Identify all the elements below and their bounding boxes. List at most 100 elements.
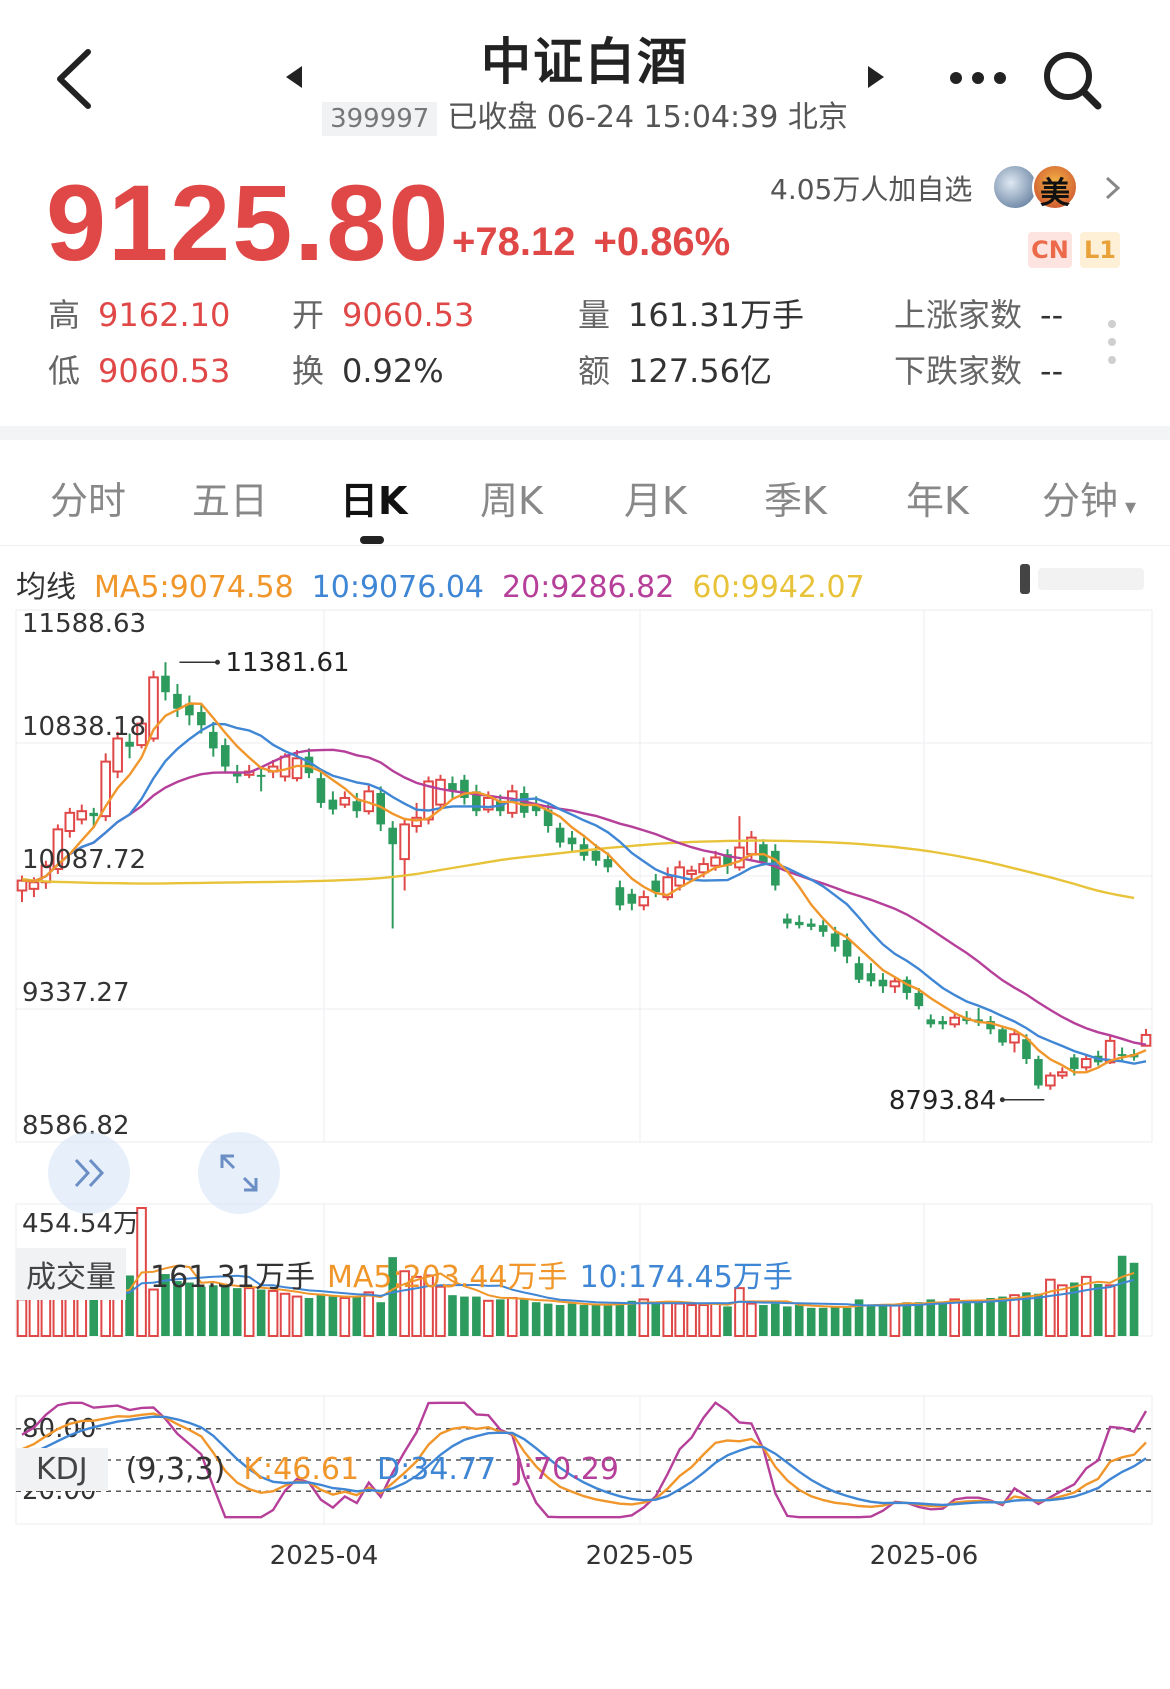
- volume-bar: [818, 1307, 828, 1336]
- candle: [112, 731, 123, 779]
- volume-bar: [267, 1289, 279, 1338]
- volume-bar: [986, 1297, 995, 1336]
- candle: [339, 791, 351, 808]
- candle-body: [136, 722, 147, 747]
- volume-bar: [866, 1305, 876, 1336]
- volume-bar: [399, 1270, 410, 1337]
- volume-bar: [388, 1257, 397, 1336]
- volume-bar: [52, 1292, 64, 1338]
- tab-quarterly-k[interactable]: 季K: [764, 479, 827, 523]
- candle-body: [1104, 1039, 1116, 1064]
- low-annotation: 8793.84: [889, 1086, 997, 1116]
- tab-weekly-k[interactable]: 周K: [480, 479, 543, 523]
- x-axis-label: 2025-04: [270, 1541, 379, 1571]
- tab-monthly-k[interactable]: 月K: [624, 479, 687, 523]
- candle-body: [1069, 1057, 1079, 1069]
- candle-body: [1022, 1039, 1031, 1060]
- chart-settings-icon[interactable]: [1010, 562, 1150, 596]
- candle: [136, 718, 147, 749]
- volume-bar: [674, 1302, 685, 1337]
- candle-body: [591, 850, 601, 861]
- volume-bar: [651, 1303, 661, 1336]
- volume-axis-label: 454.54万: [22, 1209, 139, 1239]
- candle-body: [472, 791, 481, 812]
- kline-chart[interactable]: 11588.6310838.1810087.729337.278586.8211…: [0, 596, 1170, 1689]
- volume-bar: [1034, 1293, 1043, 1336]
- candle-body: [842, 940, 852, 957]
- collapse-sidebar-button[interactable]: [48, 1132, 130, 1214]
- candle-body: [161, 675, 170, 693]
- volume-bar: [842, 1307, 852, 1336]
- volume-bar: [460, 1296, 469, 1336]
- tab-yearly-k[interactable]: 年K: [906, 479, 969, 523]
- candle-body: [291, 757, 303, 780]
- tab-minute[interactable]: 分钟 ▾: [1042, 479, 1137, 523]
- volume-bar: [506, 1296, 518, 1337]
- candle-body: [197, 712, 206, 726]
- back-arrow-icon[interactable]: [48, 44, 108, 114]
- candle-body: [112, 737, 123, 773]
- more-options-icon[interactable]: [948, 70, 1008, 86]
- candle-body: [998, 1029, 1007, 1043]
- volume-bar: [1093, 1283, 1103, 1336]
- volume-bar: [531, 1302, 541, 1336]
- follower-avatar[interactable]: 美: [1032, 164, 1078, 211]
- volume-bar: [914, 1302, 924, 1336]
- volume-tag[interactable]: 成交量: [16, 1248, 126, 1300]
- candle: [185, 695, 194, 726]
- candle-body: [28, 881, 40, 890]
- kdj-d-line: [21, 1415, 1147, 1507]
- candle-body: [279, 755, 291, 778]
- candle-body: [889, 980, 901, 988]
- level-badge-l1: L1: [1080, 232, 1120, 268]
- kdj-k: K:46.61: [243, 1452, 360, 1487]
- double-chevron-right-icon: [74, 1158, 105, 1188]
- candle-body: [914, 992, 924, 1007]
- next-index-icon[interactable]: [868, 66, 884, 88]
- tab-daily-k[interactable]: 日K: [340, 479, 408, 523]
- watchlist-count[interactable]: 4.05万人加自选: [770, 173, 973, 206]
- candle: [125, 733, 134, 759]
- volume-bar: [567, 1303, 577, 1336]
- price-change: +78.12 +0.86%: [452, 220, 748, 265]
- chevron-right-icon[interactable]: [1102, 174, 1124, 202]
- stat-decliners: 下跌家数 --: [894, 352, 1064, 390]
- candle-body: [185, 703, 194, 716]
- volume-today: 161.31万手: [150, 1260, 315, 1295]
- volume-bar: [339, 1296, 351, 1337]
- volume-bar: [40, 1294, 52, 1337]
- volume-bar: [148, 1288, 159, 1338]
- volume-bar: [76, 1294, 88, 1337]
- previous-index-icon[interactable]: [286, 66, 302, 88]
- volume-bar: [902, 1302, 912, 1336]
- candle: [723, 849, 732, 874]
- candle: [363, 784, 375, 815]
- candle: [638, 890, 650, 911]
- kdj-tag[interactable]: KDJ: [16, 1448, 108, 1491]
- tab-intraday[interactable]: 分时: [50, 479, 127, 523]
- fullscreen-button[interactable]: [198, 1132, 280, 1214]
- volume-bar: [1022, 1292, 1031, 1336]
- expand-stats-icon[interactable]: [1108, 320, 1116, 364]
- tab-five-day[interactable]: 五日: [192, 479, 269, 523]
- candle-body: [316, 778, 326, 803]
- volume-bar: [794, 1305, 804, 1336]
- volume-bar: [698, 1304, 709, 1337]
- ma-legend: 均线 MA5:9074.58 10:9076.04 20:9286.82 60:9942…: [16, 562, 883, 606]
- volume-ma5: MA5:203.44万手: [326, 1260, 568, 1295]
- candle: [986, 1016, 995, 1035]
- search-icon[interactable]: [1040, 48, 1104, 112]
- high-marker-dot: [214, 659, 220, 665]
- ma5-value: MA5:9074.58: [94, 570, 294, 605]
- candle-body: [926, 1019, 936, 1025]
- candle: [328, 791, 338, 815]
- candle: [878, 973, 888, 993]
- candle: [1117, 1047, 1127, 1063]
- candle-body: [651, 880, 661, 893]
- volume-ma10-line: [21, 1274, 1135, 1307]
- candle-body: [698, 863, 709, 874]
- volume-bar: [328, 1296, 338, 1336]
- price-axis-label: 11588.63: [22, 609, 146, 639]
- volume-bar: [161, 1274, 170, 1336]
- candle-body: [1140, 1033, 1152, 1047]
